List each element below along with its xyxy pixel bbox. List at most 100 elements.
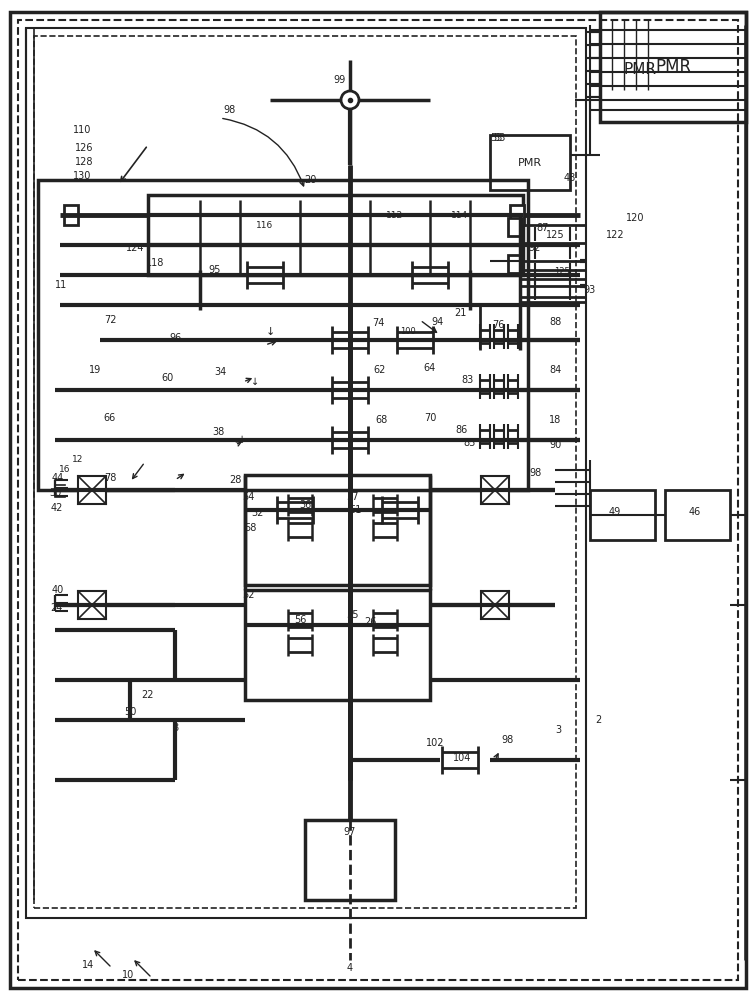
Text: 76: 76 (492, 320, 504, 330)
Text: 83: 83 (461, 375, 473, 385)
Text: 24: 24 (50, 603, 62, 613)
Text: ↓: ↓ (265, 327, 274, 337)
Text: 34: 34 (214, 367, 226, 377)
Bar (600, 12, 746, 122)
Text: 14: 14 (82, 960, 94, 970)
Text: 125: 125 (554, 267, 570, 276)
Text: 112: 112 (386, 211, 404, 220)
Text: 42: 42 (51, 503, 64, 513)
Text: 110: 110 (73, 125, 91, 135)
Text: 125: 125 (546, 230, 564, 240)
Text: 8: 8 (172, 723, 178, 733)
Text: 2: 2 (595, 715, 601, 725)
Text: 98: 98 (502, 735, 514, 745)
Bar (38, 180, 528, 490)
Text: 78: 78 (104, 473, 116, 483)
Bar (508, 255, 522, 273)
Text: 18: 18 (549, 415, 561, 425)
Text: 3: 3 (555, 725, 561, 735)
Text: 50: 50 (124, 707, 136, 717)
Text: 60: 60 (162, 373, 174, 383)
Text: 97: 97 (344, 827, 356, 837)
Text: 94: 94 (432, 317, 444, 327)
Text: 122: 122 (606, 230, 624, 240)
Bar (64, 205, 78, 225)
Text: 92: 92 (528, 243, 541, 253)
Text: 98: 98 (529, 468, 541, 478)
Text: 46: 46 (689, 507, 701, 517)
Bar (508, 218, 522, 236)
Text: 22: 22 (142, 690, 154, 700)
Bar (481, 476, 509, 504)
Bar (245, 475, 430, 585)
Text: 86: 86 (456, 425, 468, 435)
Text: 84: 84 (549, 365, 561, 375)
Bar (305, 820, 395, 900)
Text: ↓: ↓ (251, 377, 259, 387)
Text: 58: 58 (244, 523, 256, 533)
Bar (26, 28, 586, 918)
Text: 114: 114 (451, 211, 469, 220)
Text: 28: 28 (229, 475, 241, 485)
Text: 88: 88 (549, 317, 561, 327)
Text: 49: 49 (609, 507, 621, 517)
Text: 36: 36 (299, 500, 311, 510)
Text: 26: 26 (364, 617, 376, 627)
Text: 53: 53 (493, 133, 505, 143)
Bar (490, 135, 570, 190)
Text: 99: 99 (334, 75, 346, 85)
Bar (245, 590, 430, 700)
Text: 52: 52 (242, 590, 254, 600)
Text: 128: 128 (75, 157, 93, 167)
Text: 30: 30 (49, 488, 61, 498)
Bar (510, 205, 524, 225)
Text: 57: 57 (345, 492, 358, 502)
Text: 38: 38 (212, 427, 224, 437)
Text: 102: 102 (426, 738, 445, 748)
Text: 116: 116 (256, 221, 274, 230)
Text: 126: 126 (75, 143, 93, 153)
Text: 21: 21 (454, 308, 466, 318)
Text: 130: 130 (73, 171, 91, 181)
Text: 96: 96 (169, 333, 181, 343)
Text: 66: 66 (104, 413, 116, 423)
Text: 20: 20 (304, 175, 316, 185)
Text: 98: 98 (224, 105, 236, 115)
Text: ↓: ↓ (238, 435, 246, 445)
Text: PMR: PMR (655, 58, 691, 76)
Text: 10: 10 (122, 970, 134, 980)
Text: 95: 95 (209, 265, 222, 275)
Text: 4: 4 (347, 963, 353, 973)
Text: 68: 68 (376, 415, 388, 425)
Text: 32: 32 (252, 508, 264, 518)
Bar (148, 195, 523, 275)
Text: 120: 120 (626, 213, 644, 223)
Text: 16: 16 (59, 466, 71, 475)
Text: 40: 40 (52, 585, 64, 595)
Bar (34, 36, 576, 908)
Text: 55: 55 (345, 610, 358, 620)
Text: PMR: PMR (624, 62, 656, 78)
Text: 64: 64 (424, 363, 436, 373)
Text: 74: 74 (372, 318, 384, 328)
Text: 53: 53 (490, 133, 503, 143)
Text: 62: 62 (373, 365, 386, 375)
Bar (481, 591, 509, 619)
Text: 51: 51 (349, 505, 361, 515)
Text: 118: 118 (146, 258, 164, 268)
Text: 44: 44 (52, 473, 64, 483)
Text: PMR: PMR (518, 158, 542, 168)
Text: 56: 56 (294, 615, 306, 625)
Text: 11: 11 (55, 280, 67, 290)
Text: 54: 54 (242, 492, 254, 502)
Bar (590, 490, 655, 540)
Text: 100: 100 (400, 328, 416, 336)
Bar (78, 591, 106, 619)
Text: 87: 87 (537, 223, 549, 233)
Text: 90: 90 (549, 440, 561, 450)
Text: 124: 124 (125, 243, 144, 253)
Text: 70: 70 (424, 413, 436, 423)
Text: 72: 72 (104, 315, 116, 325)
Text: 12: 12 (73, 456, 84, 464)
Text: 19: 19 (89, 365, 101, 375)
